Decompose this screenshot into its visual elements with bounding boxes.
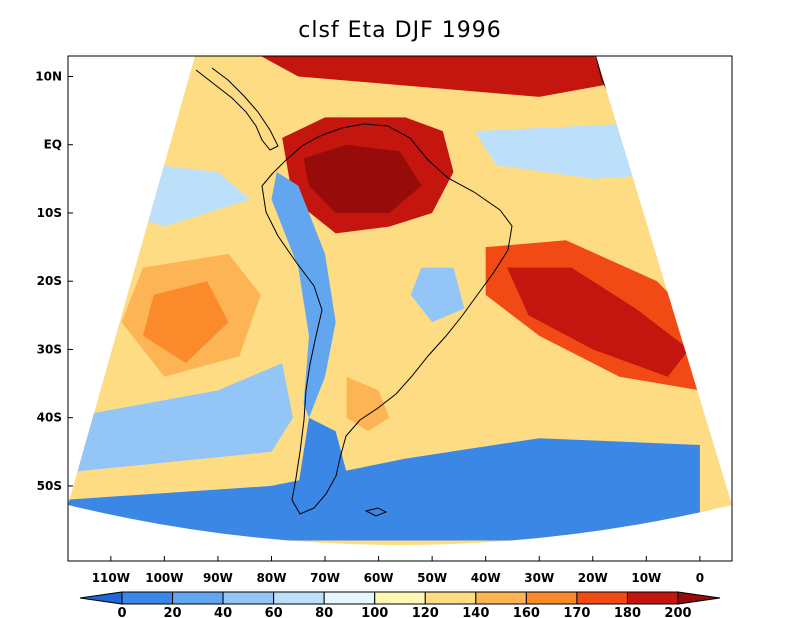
colorbar-swatch	[172, 591, 224, 605]
x-tick-label: 40W	[471, 571, 501, 585]
south-america-coastline	[261, 123, 513, 515]
field-region-0	[68, 438, 700, 541]
colorbar-swatch	[576, 591, 628, 605]
colorbar-level-label: 0	[117, 606, 126, 618]
colorbar-swatch	[121, 591, 174, 605]
field-region-13	[346, 376, 390, 432]
field-region-1	[68, 363, 293, 473]
chart-title: clsf Eta DJF 1996	[298, 18, 502, 43]
colorbar-level-label: 40	[214, 606, 232, 618]
colorbar-level-label: 20	[163, 606, 181, 618]
colorbar-swatch	[626, 591, 679, 605]
x-tick-label: 100W	[145, 571, 183, 585]
x-tick-label: 10W	[631, 571, 661, 585]
colorbar-swatch	[424, 591, 477, 605]
y-tick-label: 10N	[35, 69, 62, 83]
x-tick-label: 70W	[310, 571, 340, 585]
colorbar-level-label: 170	[563, 606, 590, 618]
colorbar-over-arrow	[677, 591, 721, 605]
x-tick-label: 20W	[578, 571, 608, 585]
colorbar-level-label: 120	[412, 606, 439, 618]
colorbar-swatch	[222, 591, 275, 605]
y-tick-label: 10S	[37, 206, 62, 220]
colorbar-level-label: 60	[265, 606, 283, 618]
y-tick-label: 50S	[37, 479, 62, 493]
field-region-7	[507, 267, 690, 377]
falkland-islands	[364, 507, 388, 517]
colorbar: 0 20 40 60 80 100 120 140 160 170 180 200	[79, 591, 721, 618]
y-tick-label: 40S	[37, 411, 62, 425]
axis-ticks: 110W 100W 90W 80W 70W 60W 50W 40W 30W 20W 10W 0 10N E…	[35, 69, 704, 585]
field-region-10	[303, 144, 422, 213]
colorbar-swatch	[273, 591, 325, 605]
field-region-11	[271, 172, 336, 418]
x-tick-label: 50W	[417, 571, 447, 585]
y-tick-label: EQ	[44, 138, 62, 152]
plot-frame	[67, 55, 733, 562]
colorbar-level-label: 100	[361, 606, 388, 618]
colorbar-level-label: 200	[664, 606, 691, 618]
colorbar-under-arrow	[79, 591, 123, 605]
colorbar-swatch	[475, 591, 527, 605]
x-tick-label: 0	[696, 571, 704, 585]
x-tick-label: 90W	[203, 571, 233, 585]
colorbar-swatch	[374, 591, 426, 605]
x-tick-label: 110W	[92, 571, 130, 585]
field-region-14	[410, 267, 465, 323]
field-regions	[68, 56, 711, 541]
field-region-3	[143, 281, 229, 364]
field-region-12	[298, 417, 347, 514]
y-tick-label: 20S	[37, 274, 62, 288]
colorbar-level-label: 160	[513, 606, 540, 618]
colorbar-swatch	[525, 591, 578, 605]
y-tick-label: 30S	[37, 342, 62, 356]
central-america-coastline	[195, 67, 279, 151]
x-tick-label: 30W	[524, 571, 554, 585]
x-tick-label: 80W	[257, 571, 287, 585]
colorbar-level-label: 80	[315, 606, 333, 618]
x-tick-label: 60W	[364, 571, 394, 585]
colorbar-level-label: 180	[614, 606, 641, 618]
colorbar-level-label: 140	[462, 606, 489, 618]
colorbar-swatch	[323, 591, 376, 605]
field-region-8	[260, 56, 615, 97]
